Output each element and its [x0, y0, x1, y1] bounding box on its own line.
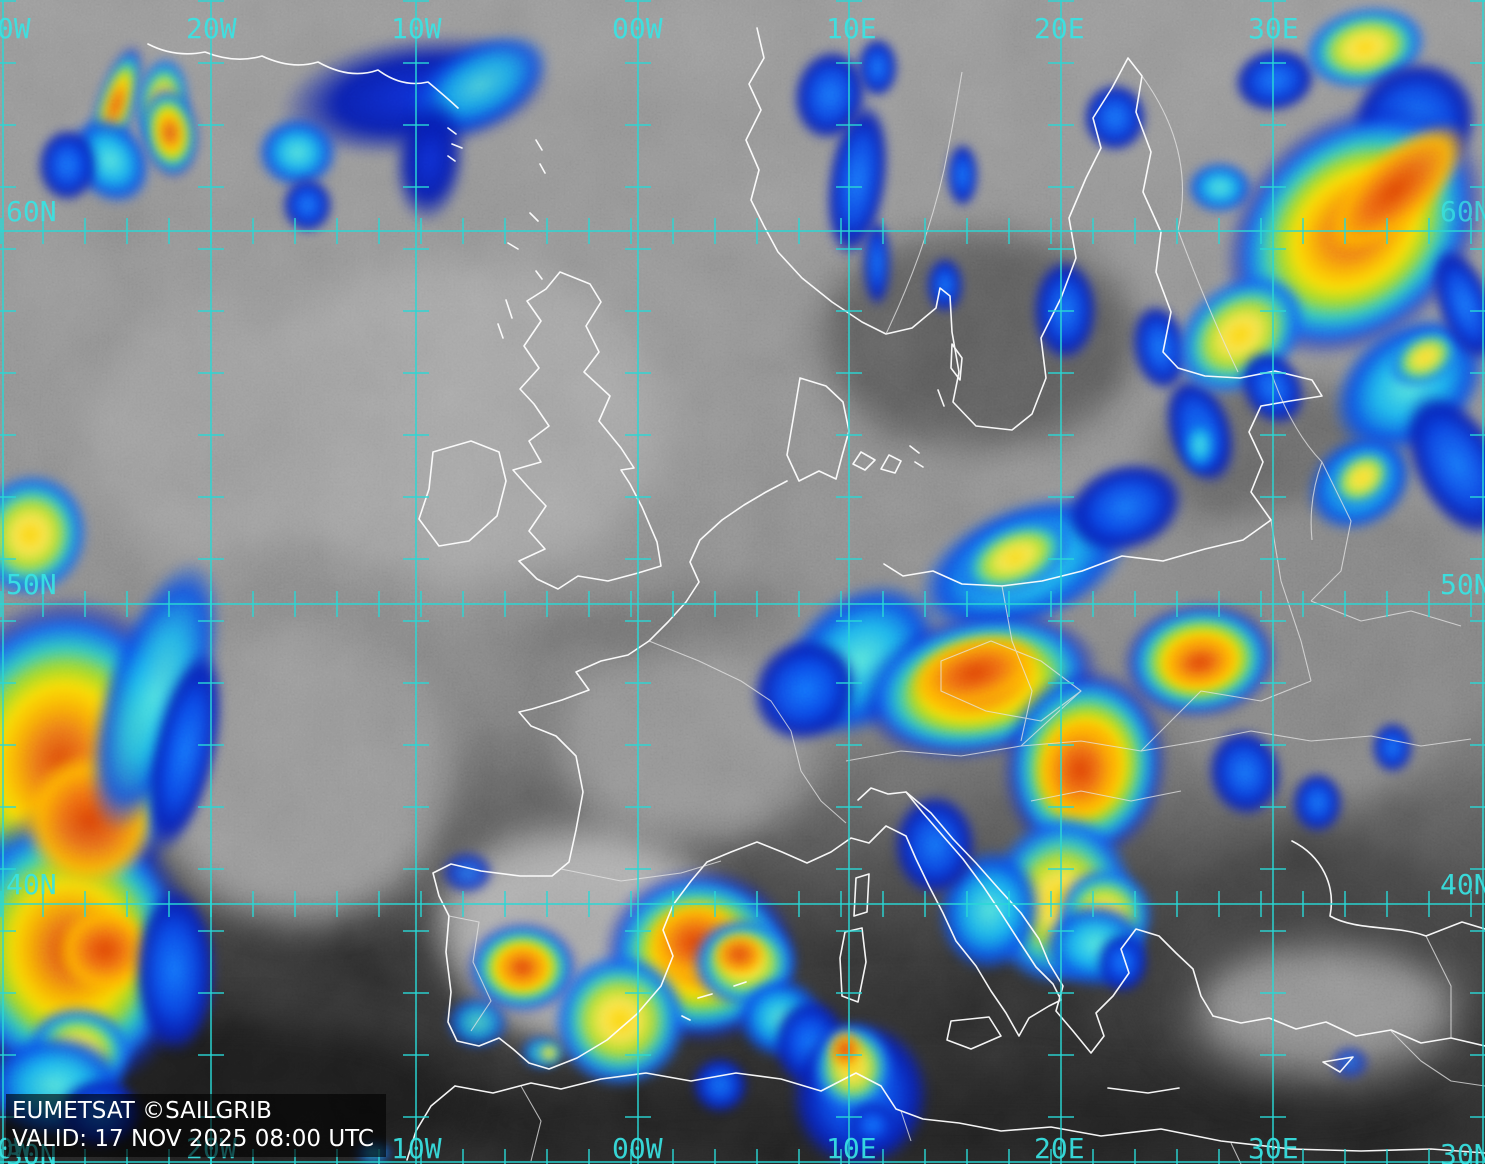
valid-time-text: VALID: 17 NOV 2025 08:00 UTC: [12, 1126, 374, 1152]
attribution-text: EUMETSAT ©SAILGRIB: [12, 1098, 272, 1124]
coastlines: [147, 27, 1485, 1161]
attribution-box: EUMETSAT ©SAILGRIB VALID: 17 NOV 2025 08…: [6, 1094, 386, 1157]
country-borders: [448, 71, 1485, 1164]
